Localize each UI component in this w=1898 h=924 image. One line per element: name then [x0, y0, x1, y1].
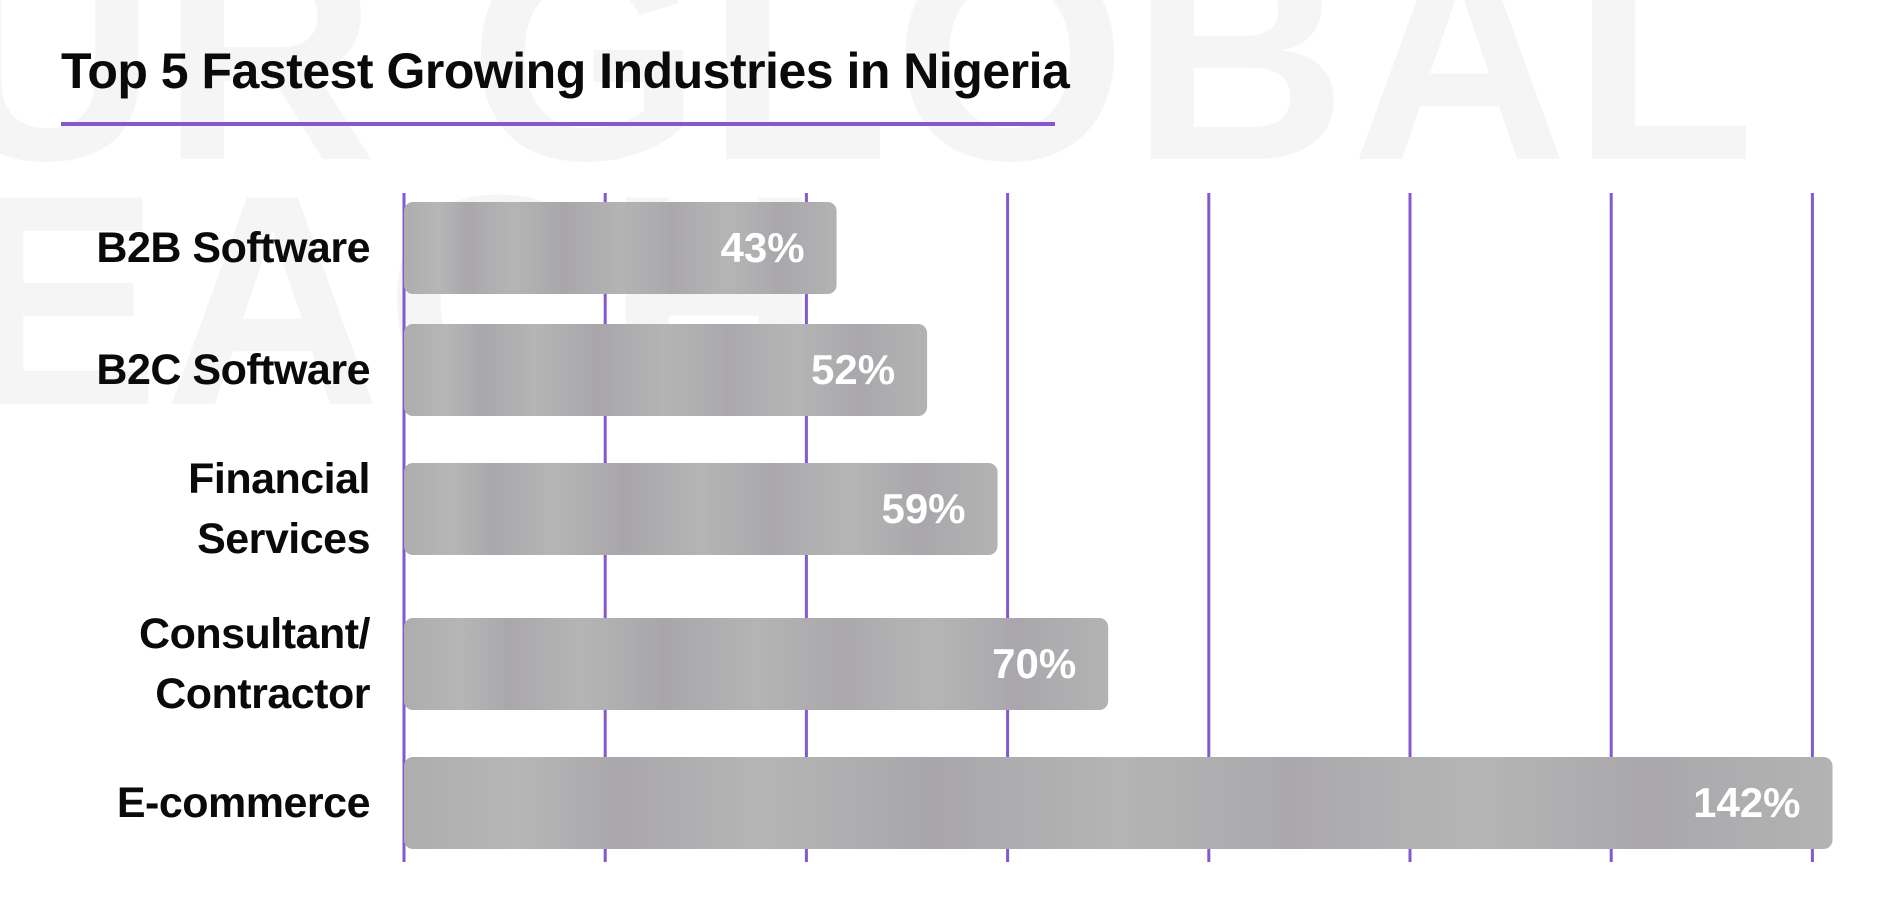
category-label-2: B2C Software: [96, 340, 370, 400]
bar-value-label-4: 70%: [992, 640, 1076, 687]
title-underline: [61, 122, 1055, 126]
category-label-line: Services: [197, 515, 370, 563]
bar-value-label-5: 142%: [1693, 779, 1800, 826]
bar-3: [404, 463, 998, 555]
category-label-line: Financial: [188, 455, 370, 503]
category-label-line: B2B Software: [96, 224, 370, 272]
bar-1: [404, 202, 837, 294]
category-label-4: Consultant/Contractor: [139, 604, 370, 724]
bar-4: [404, 618, 1109, 710]
bar-value-label-3: 59%: [881, 485, 965, 532]
bar-value-label-2: 52%: [811, 346, 895, 393]
category-label-line: E-commerce: [116, 779, 371, 827]
category-label-1: B2B Software: [96, 218, 370, 278]
category-label-line: B2C Software: [96, 346, 370, 394]
chart-title: Top 5 Fastest Growing Industries in Nige…: [61, 43, 1070, 99]
category-label-5: E-commerce: [116, 773, 371, 833]
bar-2: [404, 324, 928, 416]
bars: 43% 52% 59% 70% 142%: [404, 202, 1833, 849]
category-label-line: Contractor: [155, 670, 370, 718]
bar-value-label-1: 43%: [721, 224, 805, 271]
gridlines: [402, 193, 1814, 862]
bar-5: [404, 757, 1833, 849]
category-label-3: Financial Services: [188, 449, 370, 569]
category-label-line: Consultant/: [139, 610, 370, 658]
